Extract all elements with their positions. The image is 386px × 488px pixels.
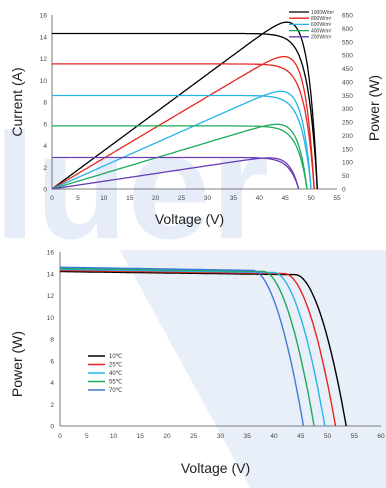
y2-tick-label: 250 (342, 120, 353, 127)
y-tick-label: 4 (50, 380, 54, 387)
x-axis-title: Voltage (V) (155, 211, 224, 227)
pv-curve-1 (51, 55, 315, 190)
x-tick-label: 10 (110, 433, 118, 440)
y2-tick-label: 350 (342, 93, 353, 100)
legend-label-2: 600W/m² (311, 22, 332, 28)
legend-label-4: 200W/m² (311, 35, 332, 41)
x-tick-label: 40 (256, 195, 264, 202)
legend-label-1: 800W/m² (311, 16, 332, 22)
y-tick-label: 12 (40, 56, 48, 63)
temperature-curve-chart: 0 5 10 15 20 25 30 35 40 45 50 55 60 0 2 4 6 8 10 12 14 16 Vol… (9, 250, 385, 477)
x-tick-label: 0 (50, 195, 54, 202)
y-tick-label: 14 (47, 271, 55, 278)
y2-tick-label: 300 (342, 106, 353, 113)
legend-label-2: 40℃ (109, 371, 123, 377)
y2-tick-label: 650 (342, 13, 353, 20)
iv-curve-chart: 0 5 10 15 20 25 30 35 40 45 50 55024681012141605010… (9, 10, 382, 227)
y-tick-label: 16 (47, 250, 55, 257)
y2-tick-label: 500 (342, 53, 353, 60)
x-tick-label: 50 (307, 195, 315, 202)
pv-curve-2 (51, 90, 312, 190)
legend-label-3: 400W/m² (311, 28, 332, 34)
temp-curve-3 (60, 267, 315, 427)
x-tick-label: 50 (324, 433, 332, 440)
x-tick-label: 15 (126, 195, 134, 202)
y-tick-label: 10 (47, 315, 55, 322)
y-tick-label: 2 (50, 402, 54, 409)
temp-curve-1 (60, 269, 337, 427)
y-tick-label: 6 (50, 358, 54, 365)
temp-curve-4 (60, 266, 305, 427)
y2-tick-label: 100 (342, 160, 353, 167)
y-axis-title: Power (W) (9, 331, 25, 397)
iv-curve-2 (52, 94, 312, 190)
x-tick-label: 35 (244, 433, 252, 440)
y2-tick-label: 150 (342, 146, 353, 153)
x-tick-label: 55 (351, 433, 359, 440)
x-tick-label: 25 (178, 195, 186, 202)
x-tick-label: 0 (58, 433, 62, 440)
legend-label-1: 25℃ (109, 363, 123, 369)
y-tick-label: 8 (43, 100, 47, 107)
y-tick-label: 0 (43, 187, 47, 194)
x-tick-label: 30 (204, 195, 212, 202)
y2-tick-label: 200 (342, 133, 353, 140)
y2-tick-label: 0 (342, 187, 346, 194)
x-tick-label: 20 (163, 433, 171, 440)
pv-curve-4 (51, 157, 300, 190)
y-tick-label: 14 (40, 34, 48, 41)
y-tick-label: 2 (43, 165, 47, 172)
temp-curve-0 (60, 270, 347, 427)
y2-tick-label: 450 (342, 66, 353, 73)
x-tick-label: 15 (137, 433, 145, 440)
x-tick-label: 60 (377, 433, 385, 440)
y2-tick-label: 50 (342, 173, 350, 180)
y-tick-label: 6 (43, 121, 47, 128)
x-axis-title: Voltage (V) (181, 460, 250, 476)
y-axis-title: Current (A) (9, 67, 25, 136)
legend-label-3: 55℃ (109, 380, 123, 386)
x-tick-label: 25 (190, 433, 198, 440)
x-tick-label: 10 (100, 195, 108, 202)
legend-label-0: 10℃ (109, 354, 123, 360)
x-tick-label: 30 (217, 433, 225, 440)
y-tick-label: 0 (50, 424, 54, 431)
legend-label-0: 1000W/m² (311, 10, 334, 16)
y-tick-label: 8 (50, 337, 54, 344)
x-tick-label: 55 (333, 195, 341, 202)
x-tick-label: 45 (297, 433, 305, 440)
temp-curve-2 (60, 268, 326, 427)
y2-tick-label: 600 (342, 26, 353, 33)
x-tick-label: 40 (270, 433, 278, 440)
legend-label-4: 70℃ (109, 388, 123, 394)
x-tick-label: 5 (76, 195, 80, 202)
iv-curve-1 (52, 63, 315, 190)
y2-tick-label: 550 (342, 39, 353, 46)
watermark-letters: luer (0, 102, 269, 270)
iv-curve-4 (52, 156, 300, 190)
y-tick-label: 12 (47, 293, 55, 300)
y2-axis-title: Power (W) (366, 75, 382, 141)
y2-tick-label: 400 (342, 79, 353, 86)
pv-curve-3 (51, 123, 308, 190)
x-tick-label: 5 (85, 433, 89, 440)
y-tick-label: 4 (43, 143, 47, 150)
y-tick-label: 10 (40, 78, 48, 85)
x-tick-label: 45 (282, 195, 290, 202)
pv-curve-0 (51, 21, 318, 190)
x-tick-label: 35 (230, 195, 238, 202)
y-tick-label: 16 (40, 13, 48, 20)
iv-curve-0 (52, 32, 318, 190)
x-tick-label: 20 (152, 195, 160, 202)
